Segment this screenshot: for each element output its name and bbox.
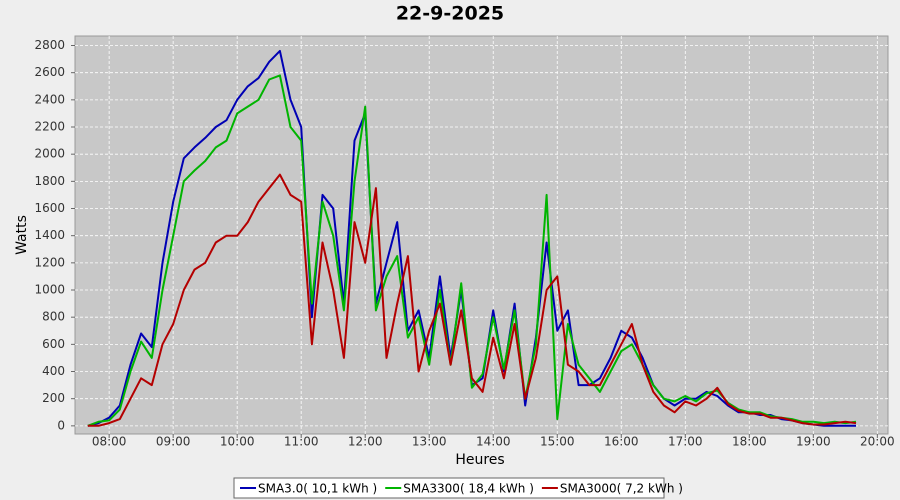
x-tick-label: 18:00 [732,435,767,449]
x-tick-label: 15:00 [540,435,575,449]
legend-label: SMA3000( 7,2 kWh ) [560,482,683,496]
y-tick-label: 2800 [34,38,65,52]
series-line [87,173,857,427]
y-tick-label: 400 [42,364,65,378]
x-tick-label: 12:00 [348,435,383,449]
y-tick-label: 0 [57,418,65,432]
x-tick-label: 08:00 [92,435,127,449]
y-tick-label: 1800 [34,174,65,188]
y-tick-label: 2200 [34,120,65,134]
x-tick-label: 11:00 [284,435,319,449]
x-tick-label: 19:00 [796,435,831,449]
x-tick-label: 14:00 [476,435,511,449]
y-axis-label: Watts [14,215,30,255]
y-tick-label: 2400 [34,92,65,106]
legend-label: SMA3300( 18,4 kWh ) [403,482,534,496]
y-tick-label: 600 [42,337,65,351]
legend-label: SMA3.0( 10,1 kWh ) [258,482,377,496]
x-tick-label: 20:00 [860,435,895,449]
x-tick-label: 17:00 [668,435,703,449]
x-axis-label: Heures [455,452,504,468]
chart-title: 22-9-2025 [396,3,504,25]
y-tick-label: 2000 [34,147,65,161]
x-tick-label: 09:00 [156,435,191,449]
y-tick-label: 1200 [34,255,65,269]
x-tick-label: 13:00 [412,435,447,449]
y-tick-label: 2600 [34,65,65,79]
y-tick-label: 1000 [34,283,65,297]
y-tick-label: 800 [42,310,65,324]
y-tick-label: 1600 [34,201,65,215]
legend [233,477,665,499]
y-tick-label: 200 [42,391,65,405]
plot-area [74,35,889,435]
x-tick-label: 10:00 [220,435,255,449]
y-tick-label: 1400 [34,228,65,242]
x-tick-label: 16:00 [604,435,639,449]
